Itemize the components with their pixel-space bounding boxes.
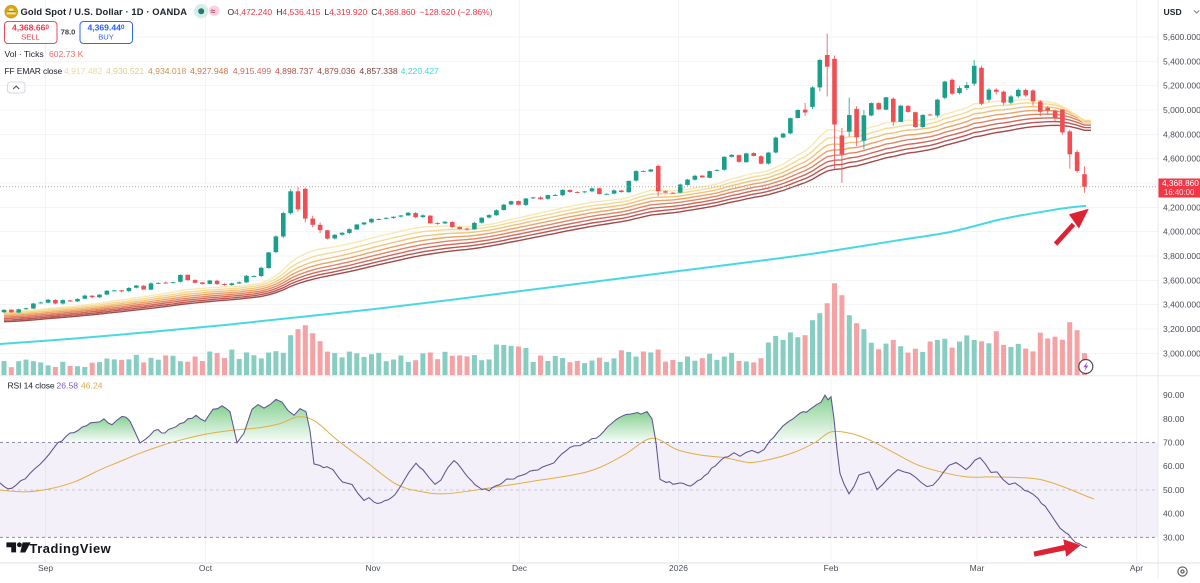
svg-text:3,200.000: 3,200.000 <box>1163 324 1200 334</box>
svg-text:26.58: 26.58 <box>57 381 79 391</box>
svg-text:4,000.000: 4,000.000 <box>1163 227 1200 237</box>
svg-text:78.0: 78.0 <box>61 28 76 37</box>
svg-text:4,915.499: 4,915.499 <box>233 66 271 76</box>
svg-text:3,600.000: 3,600.000 <box>1163 275 1200 285</box>
svg-text:5,400.000: 5,400.000 <box>1163 56 1200 66</box>
svg-text:5,000.000: 5,000.000 <box>1163 105 1200 115</box>
svg-text:2026: 2026 <box>669 563 688 573</box>
svg-text:4,369.440: 4,369.440 <box>87 23 124 33</box>
svg-text:Vol · Ticks: Vol · Ticks <box>5 49 44 59</box>
svg-text:4,927.948: 4,927.948 <box>190 66 228 76</box>
svg-text:4,600.000: 4,600.000 <box>1163 154 1200 164</box>
svg-text:Oct: Oct <box>199 563 213 573</box>
svg-text:RSI 14 close: RSI 14 close <box>8 381 55 391</box>
svg-text:4,930.521: 4,930.521 <box>106 66 144 76</box>
svg-text:4,800.000: 4,800.000 <box>1163 129 1200 139</box>
svg-text:Nov: Nov <box>365 563 381 573</box>
svg-text:16:40:00: 16:40:00 <box>1164 188 1195 197</box>
svg-text:50.00: 50.00 <box>1163 485 1185 495</box>
svg-text:4,917.482: 4,917.482 <box>64 66 102 76</box>
svg-text:5,200.000: 5,200.000 <box>1163 81 1200 91</box>
svg-text:Feb: Feb <box>824 563 839 573</box>
svg-text:80.00: 80.00 <box>1163 414 1185 424</box>
svg-text:4,200.000: 4,200.000 <box>1163 202 1200 212</box>
svg-text:4,898.737: 4,898.737 <box>275 66 313 76</box>
svg-text:70.00: 70.00 <box>1163 438 1185 448</box>
svg-text:Gold Spot / U.S. Dollar · 1D ·: Gold Spot / U.S. Dollar · 1D · OANDA <box>21 6 188 17</box>
svg-text:3,800.000: 3,800.000 <box>1163 251 1200 261</box>
svg-text:40.00: 40.00 <box>1163 509 1185 519</box>
svg-text:4,368.860: 4,368.860 <box>1162 178 1199 188</box>
svg-text:4,879.036: 4,879.036 <box>317 66 355 76</box>
svg-text:46.24: 46.24 <box>81 381 103 391</box>
svg-text:90.00: 90.00 <box>1163 390 1185 400</box>
svg-text:Mar: Mar <box>970 563 985 573</box>
svg-text:4,857.338: 4,857.338 <box>359 66 397 76</box>
svg-text:3,400.000: 3,400.000 <box>1163 300 1200 310</box>
svg-text:FF EMAR close: FF EMAR close <box>5 66 63 76</box>
svg-text:3,000.000: 3,000.000 <box>1163 348 1200 358</box>
svg-text:Apr: Apr <box>1130 563 1143 573</box>
svg-text:TradingView: TradingView <box>30 541 112 556</box>
svg-text:Dec: Dec <box>512 563 528 573</box>
svg-text:4,368.660: 4,368.660 <box>12 23 49 33</box>
svg-text:Sep: Sep <box>38 563 53 573</box>
svg-text:SELL: SELL <box>21 33 40 42</box>
svg-text:5,600.000: 5,600.000 <box>1163 32 1200 42</box>
svg-text:30.00: 30.00 <box>1163 532 1185 542</box>
svg-text:60.00: 60.00 <box>1163 461 1185 471</box>
svg-text:USD: USD <box>1164 7 1182 17</box>
svg-text:4,934.018: 4,934.018 <box>148 66 186 76</box>
svg-text:4,220.427: 4,220.427 <box>401 66 439 76</box>
svg-text:≈: ≈ <box>211 6 216 16</box>
svg-text:BUY: BUY <box>98 33 114 42</box>
svg-text:602.73 K: 602.73 K <box>49 49 84 59</box>
